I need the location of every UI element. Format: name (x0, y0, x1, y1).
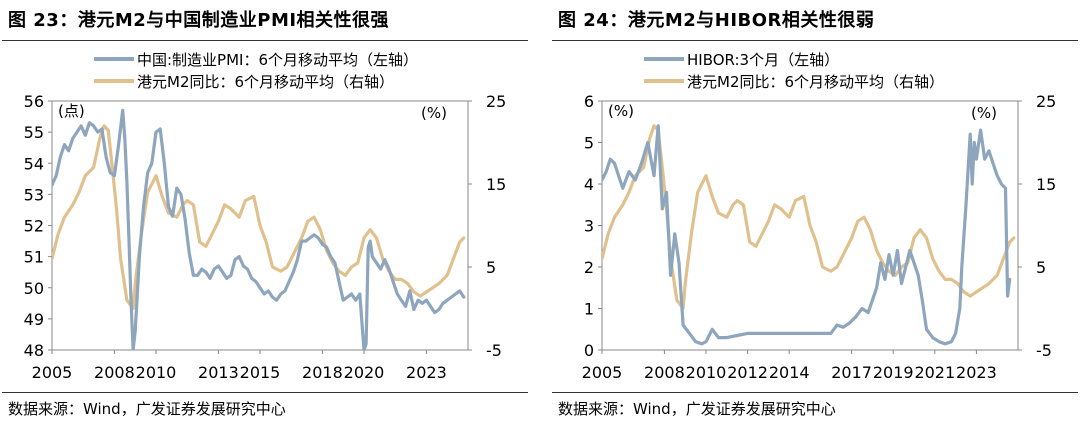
right-axis-tick-label: 15 (1036, 175, 1056, 194)
x-axis-tick-label: 2019 (873, 363, 914, 382)
right-axis-series-line (52, 124, 466, 311)
legend-label: 中国:制造业PMI：6个月移动平均（左轴） (137, 51, 418, 69)
left-axis-series-line (602, 124, 1012, 346)
left-axis-tick-label: 5 (584, 134, 594, 153)
left-axis-tick-label: 1 (584, 300, 594, 319)
x-axis-tick-label: 2018 (302, 363, 343, 382)
left-axis-tick-label: 54 (24, 154, 44, 173)
x-axis-tick-label: 2014 (769, 363, 810, 382)
x-axis-tick-label: 2013 (198, 363, 239, 382)
left-axis-tick-label: 53 (24, 185, 44, 204)
x-axis-tick-label: 2008 (644, 363, 685, 382)
x-axis-tick-label: 2017 (831, 363, 872, 382)
left-axis-series-line (52, 108, 466, 350)
left-axis-tick-label: 55 (24, 123, 44, 142)
left-axis-tick-label: 3 (584, 217, 594, 236)
right-axis-tick-label: 25 (1036, 92, 1056, 111)
pmi-vs-m2-chart: 中国:制造业PMI：6个月移动平均（左轴） 港元M2同比：6个月移动平均（右轴） 4… (24, 51, 507, 382)
figure-title: 图 24：港元M2与HIBOR相关性很弱 (558, 10, 875, 31)
right-axis-tick-label: -5 (486, 341, 502, 360)
left-axis-unit: (点) (58, 102, 85, 120)
hibor-vs-m2-chart: HIBOR:3个月（左轴） 港元M2同比：6个月移动平均（右轴） 0 1 2 3 4 5 6 -5… (582, 51, 1057, 382)
x-axis-tick-label: 2005 (582, 363, 623, 382)
x-axis-tick-label: 2010 (136, 363, 177, 382)
left-axis-tick-label: 48 (24, 341, 44, 360)
right-axis-tick-label: 25 (486, 92, 506, 111)
source-note: 数据来源：Wind，广发证券发展研究中心 (558, 400, 836, 418)
right-axis-unit: (%) (421, 104, 447, 122)
left-axis-tick-label: 4 (584, 175, 594, 194)
x-axis-tick-label: 2010 (686, 363, 727, 382)
x-axis-tick-label: 2012 (727, 363, 768, 382)
legend-label: 港元M2同比：6个月移动平均（右轴） (687, 73, 944, 91)
left-axis-tick-label: 2 (584, 258, 594, 277)
left-axis-tick-label: 6 (584, 92, 594, 111)
top-rule (552, 40, 1078, 41)
x-axis-tick-label: 2023 (406, 363, 447, 382)
right-axis-series-line (602, 124, 1016, 311)
right-axis-tick-label: 5 (486, 258, 496, 277)
bottom-rule (2, 392, 528, 393)
right-axis-unit: (%) (971, 104, 997, 122)
x-axis-tick-label: 2021 (914, 363, 955, 382)
legend-label: HIBOR:3个月（左轴） (687, 51, 839, 69)
top-rule (2, 40, 528, 41)
bottom-rule (552, 392, 1078, 393)
x-axis-tick-label: 2005 (32, 363, 73, 382)
left-axis-tick-label: 52 (24, 217, 44, 236)
x-axis-tick-label: 2020 (344, 363, 385, 382)
left-axis-tick-label: 49 (24, 310, 44, 329)
right-axis-tick-label: 15 (486, 175, 506, 194)
left-axis-tick-label: 50 (24, 279, 44, 298)
left-axis-tick-label: 51 (24, 248, 44, 267)
right-axis-tick-label: 5 (1036, 258, 1046, 277)
right-axis-tick-label: -5 (1036, 341, 1052, 360)
figure-title: 图 23：港元M2与中国制造业PMI相关性很强 (8, 10, 390, 31)
figure-23-panel: 图 23：港元M2与中国制造业PMI相关性很强 中国:制造业PMI：6个月移动平… (2, 0, 528, 430)
left-axis-tick-label: 0 (584, 341, 594, 360)
left-axis-tick-label: 56 (24, 92, 44, 111)
figure-24-panel: 图 24：港元M2与HIBOR相关性很弱 HIBOR:3个月（左轴） 港元M2同比… (552, 0, 1078, 430)
x-axis-tick-label: 2008 (94, 363, 135, 382)
legend-label: 港元M2同比：6个月移动平均（右轴） (137, 73, 394, 91)
left-axis-unit: (%) (608, 102, 634, 120)
x-axis-tick-label: 2015 (240, 363, 281, 382)
x-axis-tick-label: 2023 (956, 363, 997, 382)
source-note: 数据来源：Wind，广发证券发展研究中心 (8, 400, 286, 418)
